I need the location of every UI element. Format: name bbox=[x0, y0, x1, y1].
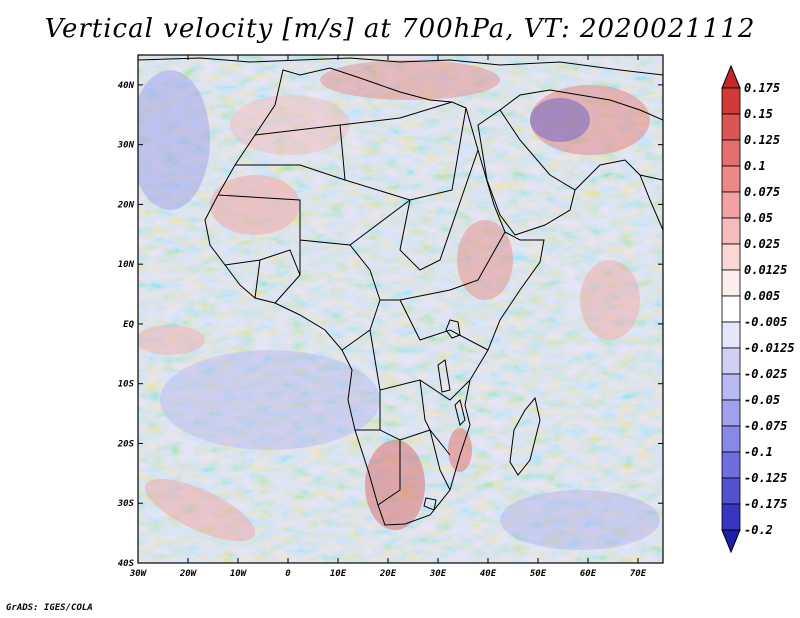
latitude-axis: 40N 30N 20N 10N EQ 10S 20S 30S 40S bbox=[117, 81, 663, 569]
map-figure: 40N 30N 20N 10N EQ 10S 20S 30S 40S 30W 20W 10W 0 10E… bbox=[117, 54, 795, 579]
colorbar-swatch bbox=[721, 451, 741, 479]
colorbar-label: -0.075 bbox=[744, 419, 787, 433]
colorbar: 0.175 0.15 0.125 0.1 0.075 0.05 0.025 0.0125 0.0… bbox=[721, 64, 795, 554]
lat-label: 30N bbox=[117, 141, 135, 151]
colorbar-label: 0.005 bbox=[744, 289, 780, 303]
lat-label: 10N bbox=[118, 260, 135, 270]
colorbar-swatch bbox=[721, 243, 741, 271]
arabia-coastline bbox=[477, 109, 576, 236]
colorbar-label: 0.025 bbox=[744, 237, 780, 251]
colorbar-label: -0.2 bbox=[744, 523, 773, 537]
lat-label: 40S bbox=[118, 559, 135, 569]
colorbar-label: -0.1 bbox=[744, 445, 773, 459]
colorbar-swatch bbox=[721, 399, 741, 427]
grads-credit: GrADS: IGES/COLA bbox=[6, 603, 93, 613]
colorbar-label: 0.15 bbox=[744, 107, 773, 121]
longitude-axis: 30W 20W 10W 0 10E 20E 30E 40E 50E 60E 70E bbox=[129, 55, 647, 579]
colorbar-label: 0.175 bbox=[744, 81, 780, 95]
colorbar-label: 0.075 bbox=[744, 185, 780, 199]
map-title: Vertical velocity [m/s] at 700hPa, VT: 2… bbox=[44, 14, 756, 44]
colorbar-label: 0.05 bbox=[744, 211, 773, 225]
madagascar-coastline bbox=[509, 396, 541, 476]
colorbar-swatch bbox=[721, 503, 741, 531]
lon-label: 20W bbox=[179, 569, 198, 579]
lat-label: 20S bbox=[117, 439, 135, 449]
colorbar-label: -0.025 bbox=[744, 367, 787, 381]
lon-label: 0 bbox=[285, 569, 291, 579]
lon-label: 70E bbox=[630, 569, 647, 579]
lon-label: 20E bbox=[379, 569, 397, 579]
lat-label: EQ bbox=[123, 320, 134, 330]
colorbar-swatch bbox=[721, 295, 741, 323]
colorbar-swatch bbox=[721, 191, 741, 219]
colorbar-bottom-arrow bbox=[721, 529, 741, 554]
lat-label: 10S bbox=[118, 380, 135, 390]
colorbar-label: -0.05 bbox=[744, 393, 780, 407]
colorbar-swatch bbox=[721, 87, 741, 115]
colorbar-swatch bbox=[721, 373, 741, 401]
colorbar-label: -0.125 bbox=[744, 471, 787, 485]
coastlines bbox=[138, 57, 663, 526]
lon-label: 50E bbox=[530, 569, 547, 579]
lat-label: 20N bbox=[117, 200, 135, 210]
lat-label: 30S bbox=[117, 499, 135, 509]
colorbar-label: 0.1 bbox=[744, 159, 766, 173]
colorbar-swatch bbox=[721, 321, 741, 349]
lon-label: 30E bbox=[429, 569, 447, 579]
colorbar-swatch bbox=[721, 269, 741, 297]
colorbar-label: 0.125 bbox=[744, 133, 780, 147]
colorbar-swatch bbox=[721, 347, 741, 375]
lon-label: 40E bbox=[480, 569, 497, 579]
africa-coastline bbox=[204, 67, 545, 526]
velocity-field bbox=[138, 55, 663, 563]
plot-frame bbox=[137, 54, 664, 564]
lon-label: 10E bbox=[330, 569, 347, 579]
colorbar-label: -0.175 bbox=[744, 497, 787, 511]
colorbar-top-arrow bbox=[721, 64, 741, 89]
colorbar-label: -0.005 bbox=[744, 315, 787, 329]
lon-label: 30W bbox=[129, 569, 148, 579]
colorbar-swatch bbox=[721, 425, 741, 453]
lat-label: 40N bbox=[118, 81, 135, 91]
colorbar-swatch bbox=[721, 477, 741, 505]
colorbar-label: -0.0125 bbox=[744, 341, 795, 355]
colorbar-swatch bbox=[721, 139, 741, 167]
colorbar-swatch bbox=[721, 165, 741, 193]
lon-label: 60E bbox=[580, 569, 597, 579]
colorbar-swatch bbox=[721, 113, 741, 141]
colorbar-label: 0.0125 bbox=[744, 263, 787, 277]
colorbar-swatch bbox=[721, 217, 741, 245]
lon-label: 10W bbox=[230, 569, 248, 579]
